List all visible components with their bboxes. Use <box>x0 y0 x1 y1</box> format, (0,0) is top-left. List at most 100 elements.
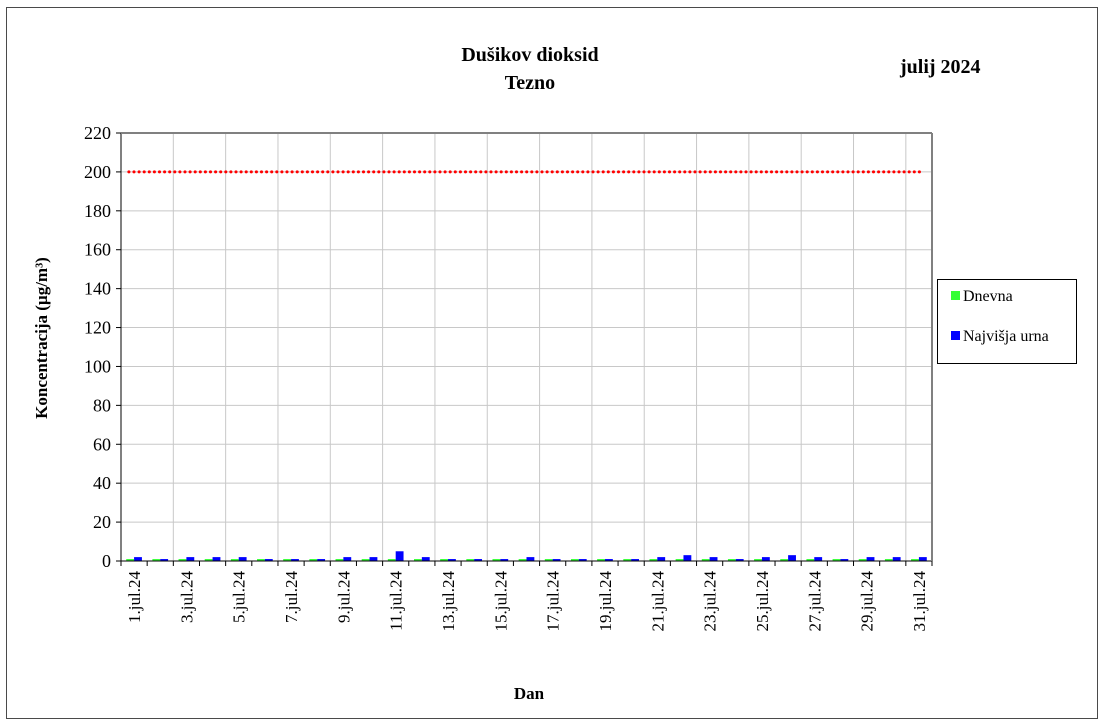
bar-daily <box>204 559 213 561</box>
bar-max-hourly <box>631 559 639 561</box>
bar-daily <box>335 559 344 561</box>
period-label: julij 2024 <box>900 56 981 78</box>
legend-swatch-max-hourly <box>951 331 960 340</box>
legend-swatch-daily <box>951 291 960 300</box>
legend-label-daily: Dnevna <box>963 288 1013 305</box>
x-tick-label: 9.jul.24 <box>334 571 353 623</box>
bar-max-hourly <box>500 559 509 561</box>
bar-max-hourly <box>317 559 326 561</box>
y-tick-label: 100 <box>84 356 111 376</box>
bar-daily <box>387 559 396 561</box>
bar-max-hourly <box>761 557 770 561</box>
bar-max-hourly <box>892 557 901 561</box>
legend-item-max-hourly: Najvišja urna <box>951 328 1049 346</box>
bar-max-hourly <box>369 557 378 561</box>
bar-max-hourly <box>683 555 692 561</box>
tick-labels: 0 20 40 60 80 100 120 140 160 180 200 220 1.jul.24 3.… <box>84 123 929 631</box>
chart-title: Dušikov dioksid <box>461 44 599 66</box>
bar-max-hourly <box>448 559 456 561</box>
bar-max-hourly <box>160 559 169 561</box>
x-tick-label: 7.jul.24 <box>282 571 301 623</box>
legend-item-daily: Dnevna <box>951 288 1013 306</box>
bar-daily <box>780 559 789 561</box>
bar-daily <box>152 559 161 561</box>
bar-max-hourly <box>343 557 352 561</box>
x-tick-label: 1.jul.24 <box>125 571 144 623</box>
bar-max-hourly <box>186 557 195 561</box>
bar-max-hourly <box>840 559 849 561</box>
bar-daily <box>727 559 736 561</box>
y-tick-label: 40 <box>93 473 111 493</box>
x-tick-label: 11.jul.24 <box>387 571 406 631</box>
bar-daily <box>283 559 292 561</box>
x-tick-label: 27.jul.24 <box>805 571 824 632</box>
bar-daily <box>544 559 553 561</box>
bar-daily <box>466 559 475 561</box>
legend: Dnevna Najvišja urna <box>937 279 1077 364</box>
bar-daily <box>597 559 605 561</box>
y-tick-label: 120 <box>84 318 111 338</box>
bar-max-hourly <box>395 551 404 561</box>
x-tick-label: 29.jul.24 <box>858 571 877 632</box>
x-tick-label: 21.jul.24 <box>648 571 667 632</box>
bar-daily <box>126 559 135 561</box>
y-tick-label: 60 <box>93 434 111 454</box>
bar-daily <box>832 559 841 561</box>
y-tick-label: 220 <box>84 123 111 143</box>
bar-daily <box>675 559 684 561</box>
bar-max-hourly <box>918 557 927 561</box>
x-tick-label: 3.jul.24 <box>177 571 196 623</box>
bar-daily <box>361 559 370 561</box>
bar-daily <box>701 559 710 561</box>
bar-max-hourly <box>604 559 613 561</box>
y-tick-label: 80 <box>93 395 111 415</box>
grid-lines <box>121 132 932 562</box>
bar-daily <box>623 559 632 561</box>
y-tick-label: 180 <box>84 201 111 221</box>
bar-daily <box>414 559 422 561</box>
y-tick-label: 20 <box>93 512 111 532</box>
bar-max-hourly <box>657 557 666 561</box>
bar-daily <box>806 559 815 561</box>
y-tick-label: 200 <box>84 162 111 182</box>
bar-daily <box>492 559 501 561</box>
y-tick-label: 0 <box>102 551 111 571</box>
bar-daily <box>858 559 867 561</box>
bar-daily <box>754 559 762 561</box>
bar-daily <box>309 559 318 561</box>
bar-max-hourly <box>709 557 718 561</box>
bar-max-hourly <box>526 557 535 561</box>
x-tick-label: 31.jul.24 <box>910 571 929 632</box>
x-tick-label: 13.jul.24 <box>439 571 458 632</box>
bar-daily <box>257 559 265 561</box>
bar-daily <box>230 559 239 561</box>
bar-max-hourly <box>212 557 221 561</box>
bar-daily <box>884 559 893 561</box>
x-tick-label: 25.jul.24 <box>753 571 772 632</box>
bar-max-hourly <box>291 559 299 561</box>
bar-daily <box>178 559 187 561</box>
bar-daily <box>649 559 658 561</box>
bar-max-hourly <box>552 559 561 561</box>
bar-max-hourly <box>788 555 796 561</box>
x-tick-label: 5.jul.24 <box>230 571 249 623</box>
chart-subtitle: Tezno <box>504 72 556 94</box>
y-tick-label: 140 <box>84 279 111 299</box>
bar-max-hourly <box>238 557 247 561</box>
axes <box>116 132 933 566</box>
bar-max-hourly <box>421 557 430 561</box>
x-axis-label: Dan <box>513 684 545 703</box>
x-tick-label: 15.jul.24 <box>491 571 510 632</box>
bar-daily <box>911 559 919 561</box>
bar-max-hourly <box>474 559 483 561</box>
bar-daily <box>570 559 579 561</box>
bar-max-hourly <box>578 559 587 561</box>
x-tick-label: 19.jul.24 <box>596 571 615 632</box>
x-tick-label: 23.jul.24 <box>701 571 720 632</box>
chart-frame <box>6 7 1098 719</box>
bar-max-hourly <box>866 557 875 561</box>
bar-max-hourly <box>735 559 744 561</box>
bar-max-hourly <box>134 557 142 561</box>
y-tick-label: 160 <box>84 240 111 260</box>
